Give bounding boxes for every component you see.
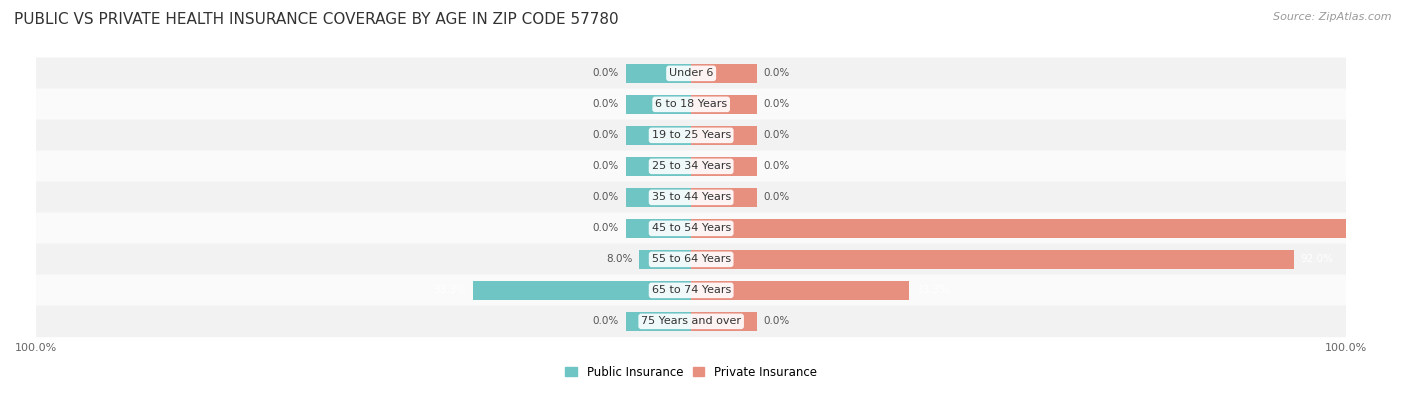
Text: PUBLIC VS PRIVATE HEALTH INSURANCE COVERAGE BY AGE IN ZIP CODE 57780: PUBLIC VS PRIVATE HEALTH INSURANCE COVER… (14, 12, 619, 27)
FancyBboxPatch shape (37, 182, 1346, 213)
Text: 0.0%: 0.0% (763, 131, 789, 140)
FancyBboxPatch shape (37, 213, 1346, 244)
Text: 0.0%: 0.0% (763, 161, 789, 171)
Text: 33.3%: 33.3% (915, 285, 949, 295)
FancyBboxPatch shape (37, 151, 1346, 182)
Text: 0.0%: 0.0% (593, 131, 619, 140)
Bar (626, 95, 692, 114)
Bar (626, 219, 692, 238)
Text: 33.3%: 33.3% (433, 285, 467, 295)
FancyBboxPatch shape (37, 57, 1346, 89)
FancyBboxPatch shape (37, 306, 1346, 337)
Bar (692, 64, 756, 83)
Bar (692, 281, 910, 300)
Text: 0.0%: 0.0% (763, 316, 789, 326)
Text: 0.0%: 0.0% (763, 192, 789, 202)
Text: 75 Years and over: 75 Years and over (641, 316, 741, 326)
Text: 100.0%: 100.0% (1353, 223, 1392, 233)
Text: 0.0%: 0.0% (593, 161, 619, 171)
Bar (638, 250, 692, 269)
Bar (626, 64, 692, 83)
Text: 6 to 18 Years: 6 to 18 Years (655, 100, 727, 109)
Text: Under 6: Under 6 (669, 68, 713, 78)
Text: 0.0%: 0.0% (763, 68, 789, 78)
Bar (626, 126, 692, 145)
Text: 8.0%: 8.0% (606, 254, 633, 264)
Text: 0.0%: 0.0% (763, 100, 789, 109)
FancyBboxPatch shape (37, 88, 1346, 120)
Bar (472, 281, 692, 300)
Legend: Public Insurance, Private Insurance: Public Insurance, Private Insurance (561, 361, 821, 383)
Bar (692, 157, 756, 176)
Text: 55 to 64 Years: 55 to 64 Years (651, 254, 731, 264)
Text: 45 to 54 Years: 45 to 54 Years (651, 223, 731, 233)
Text: 92.0%: 92.0% (1301, 254, 1333, 264)
Text: Source: ZipAtlas.com: Source: ZipAtlas.com (1274, 12, 1392, 22)
Bar (692, 188, 756, 207)
Bar (692, 95, 756, 114)
Bar (626, 157, 692, 176)
Text: 0.0%: 0.0% (593, 68, 619, 78)
Text: 0.0%: 0.0% (593, 316, 619, 326)
Text: 0.0%: 0.0% (593, 100, 619, 109)
Text: 19 to 25 Years: 19 to 25 Years (651, 131, 731, 140)
FancyBboxPatch shape (37, 119, 1346, 151)
Bar (626, 312, 692, 331)
Text: 0.0%: 0.0% (593, 192, 619, 202)
Bar (692, 312, 756, 331)
Text: 0.0%: 0.0% (593, 223, 619, 233)
Text: 35 to 44 Years: 35 to 44 Years (651, 192, 731, 202)
Bar (692, 219, 1346, 238)
FancyBboxPatch shape (37, 275, 1346, 306)
Bar (626, 188, 692, 207)
Bar (692, 250, 1294, 269)
Text: 25 to 34 Years: 25 to 34 Years (651, 161, 731, 171)
Bar (692, 126, 756, 145)
FancyBboxPatch shape (37, 244, 1346, 275)
Text: 65 to 74 Years: 65 to 74 Years (651, 285, 731, 295)
